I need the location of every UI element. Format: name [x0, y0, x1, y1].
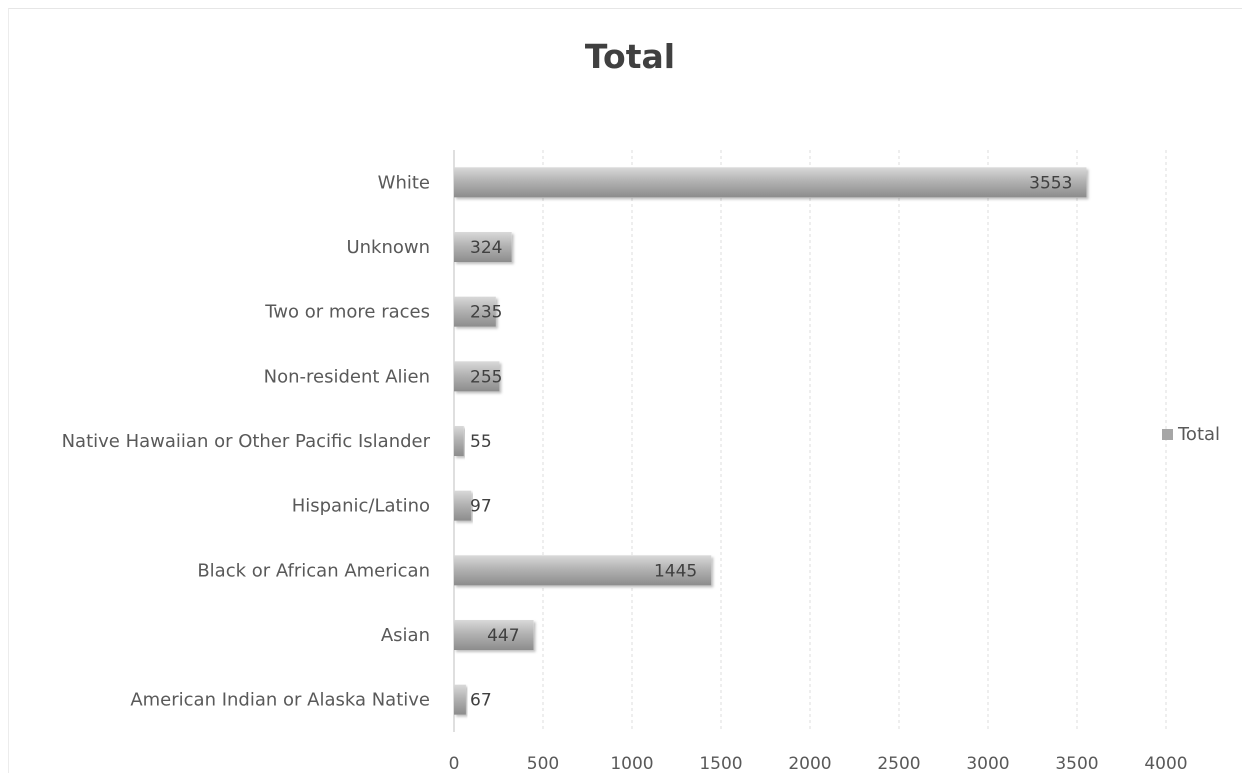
category-labels: American Indian or Alaska Native Asian Bla…: [62, 172, 431, 710]
x-tick-label: 1500: [699, 754, 742, 774]
gridlines: [453, 150, 1167, 732]
category-label: Asian: [381, 625, 430, 646]
bars: 67 447 1445 97 55 255 235 324 3553: [454, 167, 1087, 715]
bar: [454, 620, 534, 650]
chart-title: Total: [585, 37, 675, 76]
data-label: 1445: [654, 561, 697, 581]
x-tick-label: 2500: [877, 754, 920, 774]
x-tick-label: 1000: [610, 754, 653, 774]
data-label: 55: [470, 432, 492, 452]
bar: [454, 167, 1087, 198]
chart-frame: [8, 8, 1242, 773]
bar: [454, 296, 496, 327]
bar: [454, 232, 512, 262]
category-label: Hispanic/Latino: [292, 496, 430, 517]
data-label: 447: [487, 626, 519, 646]
category-label: Non-resident Alien: [264, 366, 430, 387]
x-tick-label: 0: [449, 754, 460, 774]
category-label: American Indian or Alaska Native: [130, 690, 430, 711]
data-label: 255: [470, 367, 502, 387]
bar: [454, 490, 472, 521]
bar: [454, 361, 500, 392]
x-tick-label: 2000: [788, 754, 831, 774]
bar: [454, 684, 466, 715]
data-label: 67: [470, 691, 492, 711]
legend: Total: [1162, 424, 1220, 445]
legend-label: Total: [1177, 424, 1220, 445]
x-tick-label: 3000: [966, 754, 1009, 774]
x-tick-label: 4000: [1144, 754, 1187, 774]
category-label: Black or African American: [197, 560, 430, 581]
category-label: Unknown: [346, 237, 430, 258]
category-label: White: [378, 172, 430, 193]
data-label: 97: [470, 497, 492, 517]
bar: [454, 555, 712, 586]
bar: [454, 426, 464, 456]
category-label: Two or more races: [264, 302, 430, 323]
x-tick-label: 500: [527, 754, 559, 774]
data-label: 3553: [1029, 173, 1072, 193]
x-tick-label: 3500: [1055, 754, 1098, 774]
legend-swatch: [1162, 429, 1173, 440]
data-label: 235: [470, 303, 502, 323]
x-axis-ticks: 0 500 1000 1500 2000 2500 3000 3500 4000: [449, 754, 1188, 774]
data-label: 324: [470, 238, 502, 258]
category-label: Native Hawaiian or Other Pacific Islande…: [62, 431, 431, 452]
